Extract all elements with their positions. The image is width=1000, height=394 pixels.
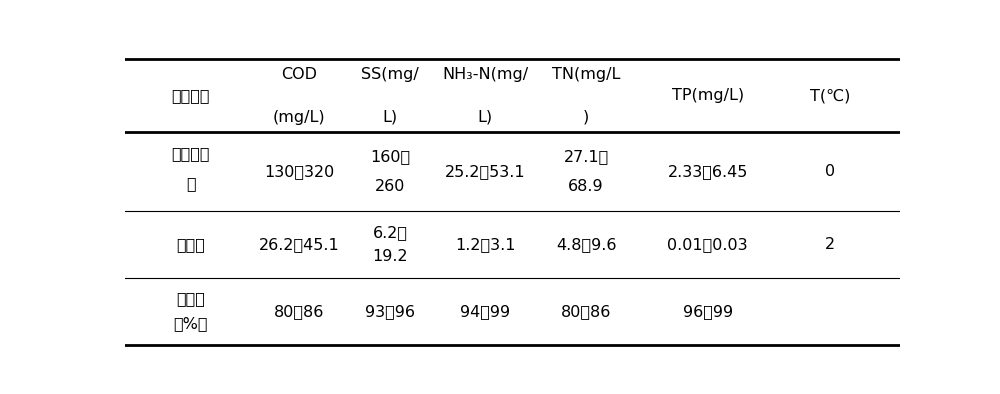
- Text: 0.01～0.03: 0.01～0.03: [667, 237, 748, 252]
- Text: 26.2～45.1: 26.2～45.1: [259, 237, 340, 252]
- Text: （%）: （%）: [174, 316, 208, 331]
- Text: 2: 2: [825, 237, 835, 252]
- Text: 27.1～: 27.1～: [564, 149, 609, 164]
- Text: 94～99: 94～99: [460, 304, 510, 319]
- Text: 96～99: 96～99: [683, 304, 733, 319]
- Text: (mg/L): (mg/L): [273, 110, 326, 125]
- Text: 调节池进: 调节池进: [172, 146, 210, 161]
- Text: 260: 260: [375, 179, 405, 194]
- Text: TN(mg/L: TN(mg/L: [552, 67, 620, 82]
- Text: 68.9: 68.9: [568, 179, 604, 194]
- Text: T(℃): T(℃): [810, 88, 850, 103]
- Text: 93～96: 93～96: [365, 304, 415, 319]
- Text: COD: COD: [281, 67, 317, 82]
- Text: 1.2～3.1: 1.2～3.1: [455, 237, 516, 252]
- Text: NH₃-N(mg/: NH₃-N(mg/: [442, 67, 528, 82]
- Text: 总出水: 总出水: [176, 237, 205, 252]
- Text: TP(mg/L): TP(mg/L): [672, 88, 744, 103]
- Text: 80～86: 80～86: [561, 304, 611, 319]
- Text: 去除率: 去除率: [176, 292, 205, 307]
- Text: ): ): [583, 110, 589, 125]
- Text: 160～: 160～: [370, 149, 410, 164]
- Text: 测试指标: 测试指标: [172, 88, 210, 103]
- Text: 6.2～: 6.2～: [373, 225, 408, 240]
- Text: 130～320: 130～320: [264, 164, 334, 179]
- Text: SS(mg/: SS(mg/: [361, 67, 419, 82]
- Text: 19.2: 19.2: [372, 249, 408, 264]
- Text: L): L): [382, 110, 398, 125]
- Text: 80～86: 80～86: [274, 304, 325, 319]
- Text: 4.8～9.6: 4.8～9.6: [556, 237, 616, 252]
- Text: 0: 0: [825, 164, 835, 179]
- Text: 2.33～6.45: 2.33～6.45: [668, 164, 748, 179]
- Text: L): L): [478, 110, 493, 125]
- Text: 25.2～53.1: 25.2～53.1: [445, 164, 526, 179]
- Text: 水: 水: [186, 176, 196, 191]
